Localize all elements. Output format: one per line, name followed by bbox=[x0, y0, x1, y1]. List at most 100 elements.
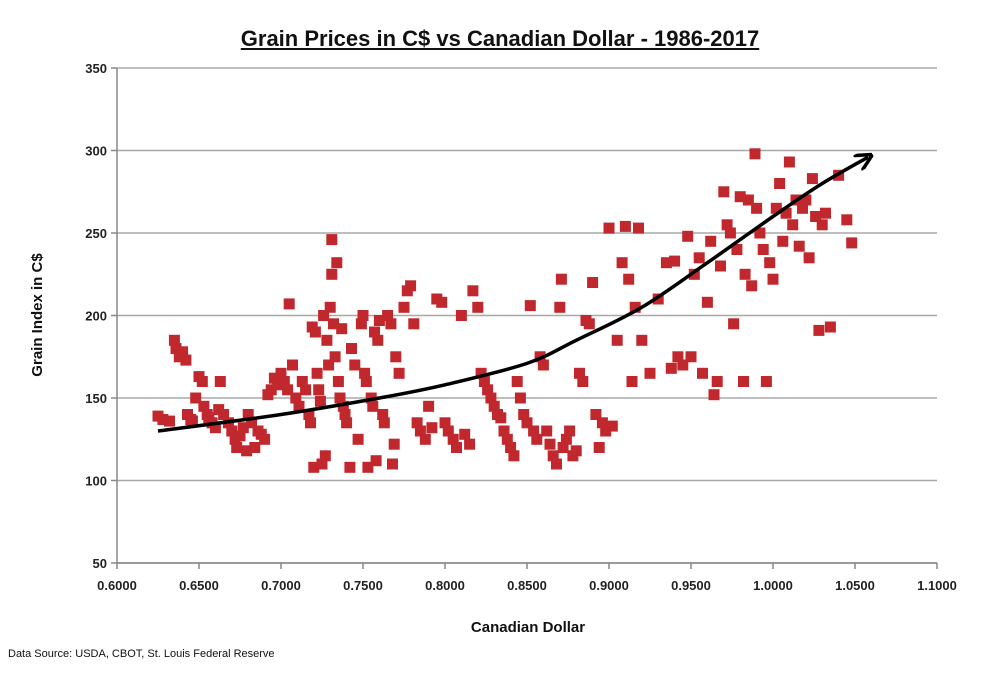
data-point bbox=[488, 400, 500, 412]
data-point bbox=[705, 235, 717, 247]
data-point bbox=[439, 417, 451, 429]
data-point bbox=[387, 458, 398, 470]
data-point bbox=[349, 359, 361, 371]
data-point bbox=[398, 301, 410, 313]
data-point bbox=[485, 392, 497, 404]
data-point bbox=[346, 343, 357, 354]
data-point bbox=[336, 323, 348, 335]
data-point bbox=[426, 422, 438, 434]
y-tick-label: 100 bbox=[85, 474, 107, 489]
data-point bbox=[606, 420, 618, 432]
data-point bbox=[355, 318, 367, 330]
data-point bbox=[275, 367, 287, 379]
data-point bbox=[554, 301, 566, 313]
data-point bbox=[326, 234, 338, 246]
data-point bbox=[518, 409, 530, 420]
data-point bbox=[382, 310, 394, 321]
data-point bbox=[669, 255, 681, 267]
data-point bbox=[373, 315, 385, 326]
data-point bbox=[626, 376, 638, 387]
data-point bbox=[442, 425, 454, 437]
data-point bbox=[787, 219, 799, 231]
data-point bbox=[370, 455, 382, 467]
data-point bbox=[303, 409, 315, 420]
x-tick-label: 0.7000 bbox=[261, 578, 301, 593]
data-points bbox=[152, 148, 858, 473]
data-point bbox=[728, 318, 740, 330]
data-point bbox=[436, 296, 448, 308]
data-point bbox=[393, 367, 405, 379]
data-point bbox=[633, 222, 644, 234]
data-point bbox=[451, 442, 462, 453]
data-point bbox=[746, 280, 758, 292]
data-point bbox=[170, 343, 182, 354]
data-point bbox=[337, 400, 349, 412]
data-point bbox=[388, 438, 400, 450]
data-point bbox=[378, 417, 390, 429]
data-point bbox=[190, 392, 202, 404]
data-point bbox=[547, 450, 559, 462]
y-tick-label: 50 bbox=[93, 556, 107, 571]
data-point bbox=[806, 173, 818, 185]
data-point bbox=[246, 417, 257, 429]
data-point bbox=[514, 392, 526, 404]
data-point bbox=[198, 400, 210, 412]
data-point bbox=[339, 409, 351, 420]
data-point bbox=[308, 461, 320, 473]
data-point bbox=[751, 202, 763, 214]
data-point bbox=[623, 273, 635, 285]
data-point bbox=[715, 260, 726, 272]
data-point bbox=[326, 268, 338, 280]
data-point bbox=[357, 310, 369, 321]
data-point bbox=[372, 334, 384, 346]
data-point bbox=[226, 425, 238, 437]
data-point bbox=[797, 202, 808, 214]
data-point bbox=[329, 351, 341, 363]
data-point bbox=[508, 450, 520, 462]
data-point bbox=[459, 428, 471, 440]
data-point bbox=[367, 400, 379, 412]
data-point bbox=[644, 367, 656, 379]
data-point bbox=[764, 257, 776, 269]
grid-lines bbox=[117, 67, 937, 564]
data-point bbox=[341, 417, 353, 429]
data-point bbox=[665, 362, 677, 374]
data-point bbox=[218, 409, 230, 420]
data-point bbox=[157, 414, 169, 425]
data-point bbox=[472, 301, 484, 313]
x-axis-title: Canadian Dollar bbox=[471, 619, 585, 636]
data-point bbox=[574, 367, 585, 379]
data-point bbox=[498, 425, 510, 437]
data-point bbox=[359, 367, 371, 379]
data-point bbox=[293, 400, 305, 412]
data-point bbox=[600, 425, 612, 437]
data-point bbox=[464, 438, 476, 450]
data-point bbox=[352, 433, 364, 445]
x-tick-label: 0.8000 bbox=[425, 578, 465, 593]
data-point bbox=[629, 301, 641, 313]
data-point bbox=[332, 376, 344, 387]
data-point bbox=[551, 458, 562, 470]
x-tick-label: 1.1000 bbox=[917, 578, 957, 593]
data-point bbox=[423, 400, 435, 412]
data-point bbox=[300, 384, 312, 396]
data-point bbox=[278, 376, 290, 387]
data-point bbox=[688, 268, 700, 280]
data-point bbox=[593, 442, 605, 453]
data-point bbox=[767, 273, 779, 285]
data-point bbox=[721, 219, 733, 231]
data-point bbox=[693, 252, 705, 264]
data-point bbox=[760, 376, 772, 387]
data-point bbox=[405, 280, 417, 292]
chart-title: Grain Prices in C$ vs Canadian Dollar - … bbox=[240, 26, 760, 51]
data-point bbox=[313, 384, 325, 396]
data-point bbox=[259, 433, 271, 445]
data-point bbox=[237, 422, 249, 434]
data-point bbox=[531, 433, 543, 445]
data-point bbox=[803, 252, 815, 264]
data-point bbox=[377, 409, 389, 420]
data-point bbox=[168, 334, 180, 346]
data-point bbox=[319, 450, 331, 462]
data-point bbox=[287, 359, 298, 371]
